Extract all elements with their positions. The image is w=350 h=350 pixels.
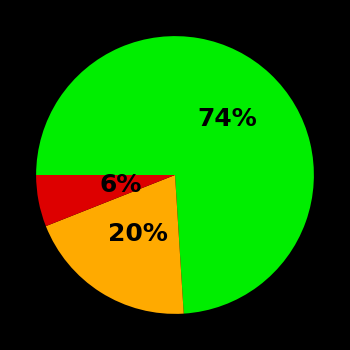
Text: 6%: 6% [99, 173, 142, 197]
Text: 74%: 74% [197, 107, 257, 131]
Wedge shape [36, 36, 314, 314]
Text: 20%: 20% [108, 222, 168, 246]
Wedge shape [46, 175, 184, 314]
Wedge shape [36, 175, 175, 226]
